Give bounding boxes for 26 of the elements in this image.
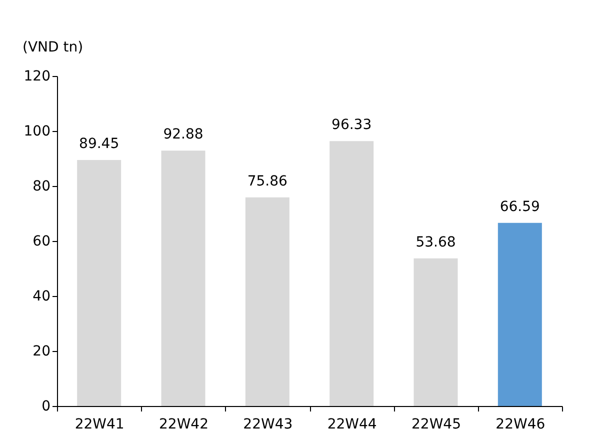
data-label: 66.59	[500, 198, 540, 215]
x-tick-label: 22W42	[159, 416, 208, 432]
bar	[245, 197, 290, 406]
data-label: 75.86	[247, 173, 288, 190]
y-tick-label: 20	[32, 344, 50, 360]
bar	[77, 160, 122, 406]
data-label: 96.33	[332, 117, 372, 134]
bar	[414, 258, 458, 406]
bar	[330, 141, 374, 406]
y-tick-label: 60	[32, 234, 50, 250]
data-label: 53.68	[416, 234, 456, 250]
data-label: 92.88	[163, 126, 204, 143]
y-axis-title: (VND tn)	[22, 40, 84, 56]
x-tick-label: 22W45	[412, 416, 461, 432]
y-tick-label: 100	[24, 124, 50, 140]
x-tick-label: 22W41	[74, 416, 124, 432]
x-tick-label: 22W43	[243, 416, 293, 432]
y-tick-label: 40	[32, 288, 50, 304]
x-tick-label: 22W46	[496, 416, 546, 432]
y-tick-label: 0	[42, 398, 50, 414]
bar	[498, 222, 542, 406]
y-tick-label: 80	[32, 178, 50, 194]
bar	[161, 150, 206, 406]
x-tick-label: 22W44	[327, 416, 377, 432]
data-label: 89.45	[79, 136, 120, 152]
y-tick-label: 120	[24, 68, 50, 84]
